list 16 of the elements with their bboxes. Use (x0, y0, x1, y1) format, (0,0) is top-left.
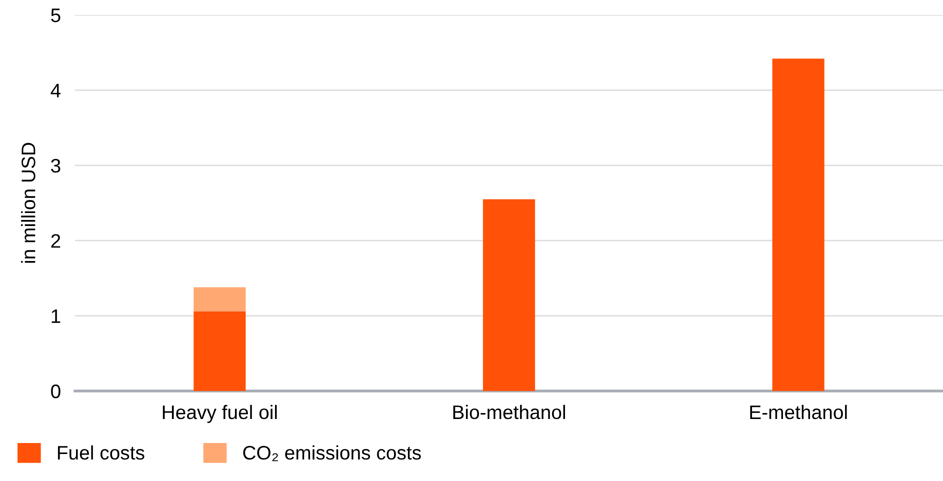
x-tick-label: Heavy fuel oil (162, 404, 277, 424)
y-tick-label: 0 (51, 384, 60, 398)
y-tick-label: 1 (52, 309, 60, 323)
y-axis-title: in million USD (21, 142, 36, 263)
legend-label: Fuel costs (58, 445, 144, 460)
legend-label: CO₂ emissions costs (243, 445, 421, 462)
bar (772, 58, 824, 391)
y-tick-label: 2 (51, 234, 60, 248)
y-tick-label: 4 (50, 84, 61, 98)
y-tick-label: 5 (51, 8, 60, 22)
y-tick-label: 3 (51, 158, 60, 173)
x-tick-label: Bio-methanol (453, 404, 565, 420)
bar (194, 311, 246, 391)
bar (482, 199, 536, 391)
bar (194, 287, 246, 312)
x-tick-label: E-methanol (750, 404, 847, 420)
